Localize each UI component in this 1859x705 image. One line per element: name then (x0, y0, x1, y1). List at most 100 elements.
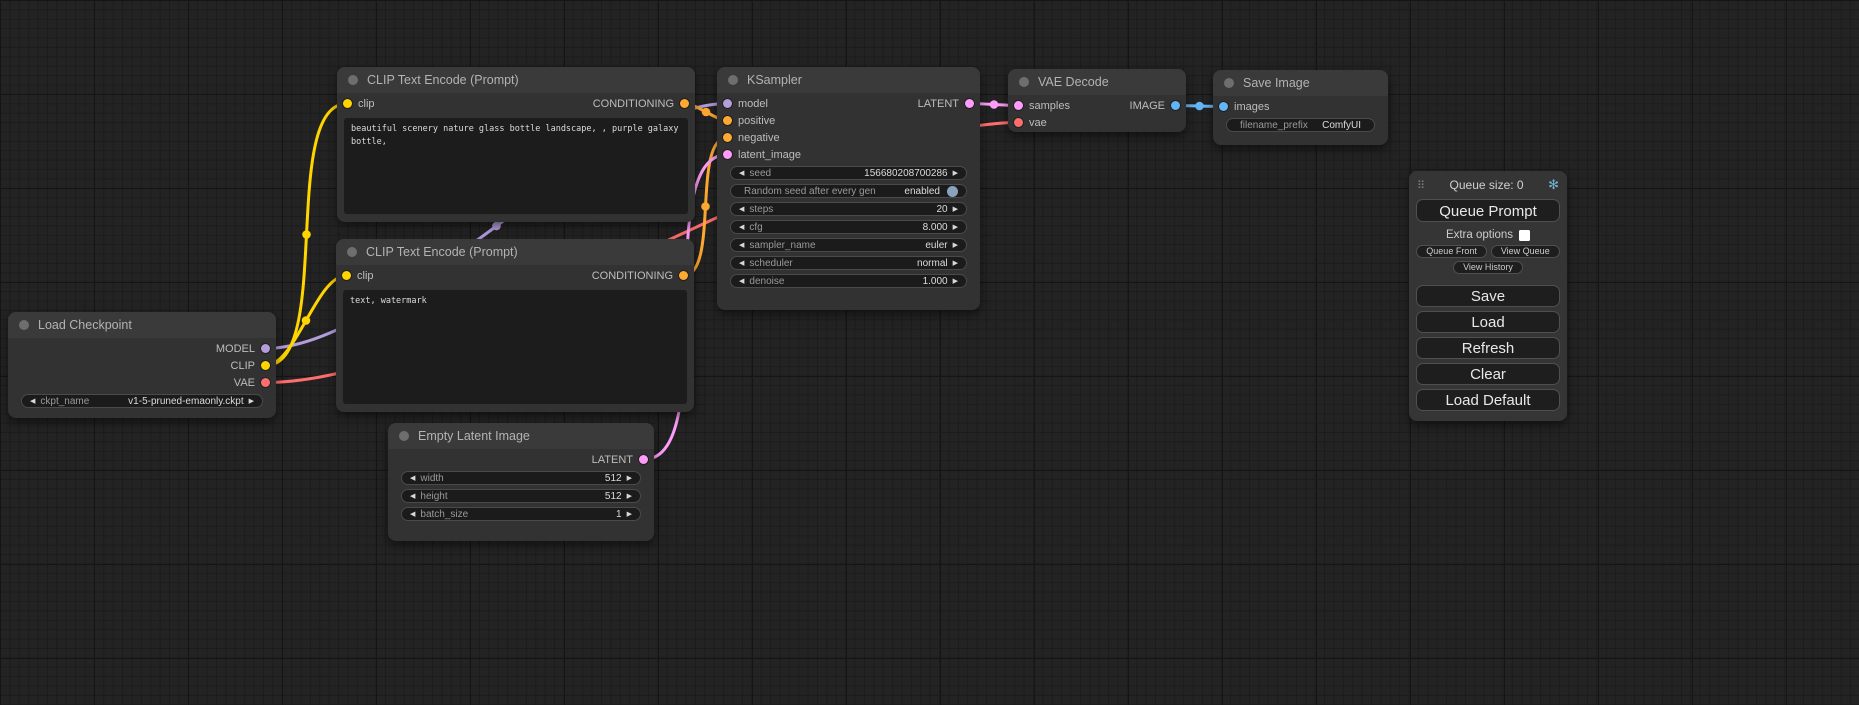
settings-gear-icon[interactable]: ✻ (1548, 177, 1559, 192)
link-midpoint-dot[interactable] (701, 107, 711, 117)
decrement-arrow-icon[interactable]: ◀ (739, 277, 745, 285)
output-port-label: VAE (233, 376, 255, 389)
output-port-CONDITIONING[interactable] (679, 271, 688, 280)
queue-front-button[interactable]: Queue Front (1416, 245, 1487, 258)
output-port-LATENT[interactable] (639, 455, 648, 464)
widget-ckpt-name[interactable]: ◀ ckpt_name v1-5-pruned-emaonly.ckpt ▶ (21, 394, 263, 408)
node-load-checkpoint[interactable]: Load Checkpoint MODEL CLIP VAE ◀ ckpt_name v1-… (8, 312, 276, 418)
input-port-images[interactable] (1219, 102, 1228, 111)
input-port-positive[interactable] (723, 116, 732, 125)
node-ksampler[interactable]: KSampler model LATENT positive negative laten… (717, 67, 980, 310)
increment-arrow-icon[interactable]: ▶ (248, 397, 254, 405)
output-port-label: MODEL (215, 342, 255, 355)
output-port-CONDITIONING[interactable] (680, 99, 689, 108)
widget-seed[interactable]: ◀ seed 156680208700286 ▶ (730, 166, 967, 180)
widget-sampler-name[interactable]: ◀ sampler_name euler ▶ (730, 238, 967, 252)
toggle-indicator[interactable] (947, 185, 958, 197)
save-button[interactable]: Save (1416, 285, 1560, 307)
node-save-image[interactable]: Save Image images filename_prefix ComfyUI (1213, 70, 1388, 145)
increment-arrow-icon[interactable]: ▶ (952, 277, 958, 285)
decrement-arrow-icon[interactable]: ◀ (739, 259, 745, 267)
output-port-LATENT[interactable] (965, 99, 974, 108)
input-port-label: clip (357, 269, 374, 282)
widget-width[interactable]: ◀ width 512 ▶ (401, 471, 641, 485)
queue-panel[interactable]: ⠿ Queue size: 0 ✻ Queue Prompt Extra opt… (1409, 171, 1567, 421)
input-port-label: latent_image (738, 148, 801, 161)
output-port-CLIP[interactable] (261, 361, 270, 370)
load-button[interactable]: Load (1416, 311, 1560, 333)
widget-height[interactable]: ◀ height 512 ▶ (401, 489, 641, 503)
node-title: Save Image (1243, 76, 1310, 90)
output-port-IMAGE[interactable] (1171, 101, 1180, 110)
node-empty-latent-image[interactable]: Empty Latent Image LATENT ◀ width 512 ▶ ◀ heigh… (388, 423, 654, 541)
panel-drag-handle-icon[interactable]: ⠿ (1417, 179, 1426, 192)
output-port-MODEL[interactable] (261, 344, 270, 353)
node-clip-text-encode-positive[interactable]: CLIP Text Encode (Prompt) clip CONDITIONIN… (337, 67, 695, 222)
increment-arrow-icon[interactable]: ▶ (952, 259, 958, 267)
node-clip-text-encode-negative[interactable]: CLIP Text Encode (Prompt) clip CONDITIONIN… (336, 239, 694, 412)
widget-value: v1-5-pruned-emaonly.ckpt (128, 395, 244, 407)
link-midpoint-dot[interactable] (701, 202, 710, 211)
output-port-VAE[interactable] (261, 378, 270, 387)
widget-label: batch_size (420, 508, 469, 520)
decrement-arrow-icon[interactable]: ◀ (739, 169, 745, 177)
increment-arrow-icon[interactable]: ▶ (952, 205, 958, 213)
widget-steps[interactable]: ◀ steps 20 ▶ (730, 202, 967, 216)
decrement-arrow-icon[interactable]: ◀ (410, 492, 416, 500)
refresh-button[interactable]: Refresh (1416, 337, 1560, 359)
widget-batch-size[interactable]: ◀ batch_size 1 ▶ (401, 507, 641, 521)
clear-button[interactable]: Clear (1416, 363, 1560, 385)
load-default-button[interactable]: Load Default (1416, 389, 1560, 411)
decrement-arrow-icon[interactable]: ◀ (739, 223, 745, 231)
link-midpoint-dot[interactable] (301, 316, 311, 325)
node-collapse-dot[interactable] (348, 75, 358, 85)
input-port-clip[interactable] (342, 271, 351, 280)
node-collapse-dot[interactable] (1224, 78, 1234, 88)
widget-filename-prefix[interactable]: filename_prefix ComfyUI (1226, 118, 1375, 132)
widget-scheduler[interactable]: ◀ scheduler normal ▶ (730, 256, 967, 270)
view-history-button[interactable]: View History (1453, 261, 1523, 274)
node-collapse-dot[interactable] (399, 431, 409, 441)
link-midpoint-dot[interactable] (989, 100, 999, 109)
prompt-textarea[interactable]: text, watermark (343, 290, 687, 404)
decrement-arrow-icon[interactable]: ◀ (410, 510, 416, 518)
link-midpoint-dot[interactable] (1195, 101, 1204, 111)
increment-arrow-icon[interactable]: ▶ (952, 241, 958, 249)
node-collapse-dot[interactable] (347, 247, 357, 257)
increment-arrow-icon[interactable]: ▶ (626, 474, 632, 482)
link-midpoint-dot[interactable] (492, 221, 501, 231)
widget-random-seed-after-every-gen[interactable]: Random seed after every gen enabled (730, 184, 967, 198)
input-port-samples[interactable] (1014, 101, 1023, 110)
input-port-negative[interactable] (723, 133, 732, 142)
decrement-arrow-icon[interactable]: ◀ (410, 474, 416, 482)
increment-arrow-icon[interactable]: ▶ (626, 492, 632, 500)
node-title: Empty Latent Image (418, 429, 530, 443)
extra-options-label: Extra options (1445, 229, 1514, 241)
input-port-model[interactable] (723, 99, 732, 108)
increment-arrow-icon[interactable]: ▶ (626, 510, 632, 518)
decrement-arrow-icon[interactable]: ◀ (739, 241, 745, 249)
view-queue-button[interactable]: View Queue (1490, 245, 1560, 258)
widget-value: 8.000 (922, 221, 948, 233)
input-port-label: vae (1029, 116, 1047, 129)
increment-arrow-icon[interactable]: ▶ (952, 223, 958, 231)
increment-arrow-icon[interactable]: ▶ (952, 169, 958, 177)
node-collapse-dot[interactable] (728, 75, 738, 85)
queue-prompt-button[interactable]: Queue Prompt (1416, 199, 1560, 222)
prompt-textarea[interactable]: beautiful scenery nature glass bottle la… (344, 118, 688, 214)
widget-denoise[interactable]: ◀ denoise 1.000 ▶ (730, 274, 967, 288)
decrement-arrow-icon[interactable]: ◀ (30, 397, 36, 405)
extra-options-checkbox[interactable] (1519, 229, 1531, 241)
decrement-arrow-icon[interactable]: ◀ (739, 205, 745, 213)
node-vae-decode[interactable]: VAE Decode samples IMAGE vae (1008, 69, 1186, 132)
input-port-latent-image[interactable] (723, 150, 732, 159)
input-port-vae[interactable] (1014, 118, 1023, 127)
node-collapse-dot[interactable] (1019, 77, 1029, 87)
link-midpoint-dot[interactable] (302, 230, 311, 239)
widget-cfg[interactable]: ◀ cfg 8.000 ▶ (730, 220, 967, 234)
widget-label: ckpt_name (40, 395, 90, 407)
input-port-clip[interactable] (343, 99, 352, 108)
widget-label: steps (749, 203, 774, 215)
node-collapse-dot[interactable] (19, 320, 29, 330)
